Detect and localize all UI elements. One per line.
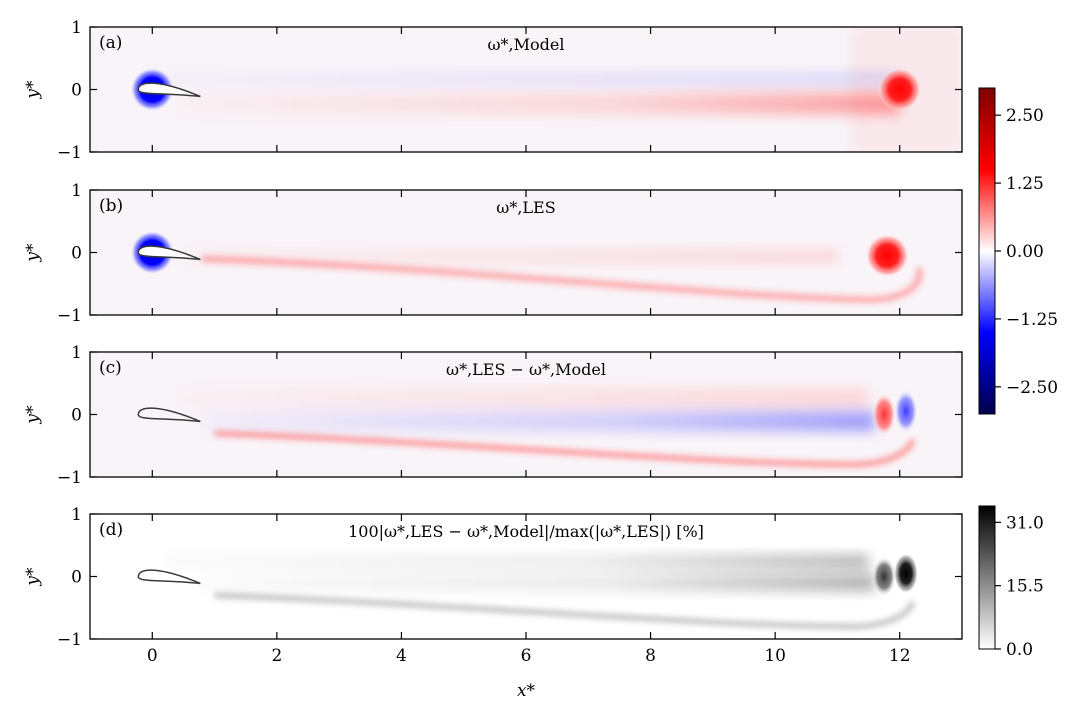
airfoil-outline [137, 245, 201, 261]
y-tick-label: 1 [71, 18, 82, 38]
y-tick-label: 0 [71, 406, 82, 426]
colorbar-tick-label: 15.5 [1006, 577, 1044, 597]
vorticity-field [130, 230, 924, 304]
x-axis-label: x* [517, 681, 536, 701]
shear-layer [201, 255, 924, 304]
vorticity-colorbar-gradient [978, 87, 996, 415]
y-tick-label: 0 [71, 568, 82, 588]
y-tick-label: 1 [71, 343, 82, 363]
vortex-core [877, 67, 922, 112]
colorbar-tick-label: 1.25 [1006, 174, 1044, 194]
vortex-core [893, 553, 918, 594]
wake-upper [152, 72, 900, 86]
panel-label: (b) [99, 196, 123, 216]
vortex-core [872, 392, 897, 437]
colorbar-tick-label: −1.25 [1006, 310, 1058, 330]
error-colorbar-gradient [978, 505, 996, 650]
colorbar-tick-label: 31.0 [1006, 513, 1044, 533]
x-tick-label: 10 [764, 646, 786, 666]
panel-title: ω*,LES [496, 198, 555, 217]
vortex-core [893, 389, 918, 434]
colorbar-tick-label: 2.50 [1006, 106, 1044, 126]
x-tick-label: 0 [147, 646, 158, 666]
y-tick-label: −1 [57, 630, 82, 650]
airfoil-outline [137, 569, 201, 585]
y-axis-label: y* [23, 405, 43, 425]
airfoil-outline [137, 407, 201, 423]
x-tick-label: 2 [271, 646, 282, 666]
vorticity-field [137, 553, 918, 630]
y-axis-label: y* [23, 80, 43, 100]
wake-center [202, 411, 875, 432]
y-tick-label: −1 [57, 306, 82, 326]
y-tick-label: −1 [57, 468, 82, 488]
shear-layer [214, 430, 916, 468]
wake-upper [164, 554, 869, 569]
vorticity-colorbar: 2.50 1.25 0.00 −1.25 −2.50 [978, 87, 1058, 415]
panel-b: 1 0 −1 y* (b) ω*,LES [23, 181, 963, 326]
panel-title: ω*,Model [488, 35, 565, 54]
panel-label: (a) [99, 33, 122, 53]
vortex-core [872, 556, 897, 597]
colorbar-tick-label: 0.0 [1006, 640, 1033, 660]
colorbar-tick-label: −2.50 [1006, 378, 1058, 398]
y-tick-label: 1 [71, 505, 82, 525]
wake-upper [183, 388, 869, 409]
vortex-core [865, 233, 910, 278]
x-tick-label: 6 [521, 646, 532, 666]
panel-a: 1 0 −1 y* (a) ω*,Model [23, 18, 963, 163]
error-colorbar: 31.0 15.5 0.0 [978, 505, 1044, 660]
y-tick-label: 0 [71, 81, 82, 101]
panel-label: (c) [99, 358, 122, 378]
panel-label: (d) [99, 520, 123, 540]
panel-title: ω*,LES − ω*,Model [446, 360, 606, 379]
x-tick-label: 12 [889, 646, 911, 666]
vorticity-field [137, 388, 918, 468]
colorbar-tick-label: 0.00 [1006, 242, 1044, 262]
wake-lower [183, 249, 838, 264]
y-tick-label: 1 [71, 181, 82, 201]
vorticity-field [130, 27, 962, 152]
wake-lower [183, 92, 900, 115]
field-background [90, 27, 962, 152]
panel-c: 1 0 −1 y* (c) ω*,LES − ω*,Model [23, 343, 963, 488]
airfoil-outline [137, 82, 201, 98]
y-axis-label: y* [23, 567, 43, 587]
wake-center [202, 573, 875, 592]
panel-title: 100|ω*,LES − ω*,Model|/max(|ω*,LES|) [%] [348, 522, 704, 541]
y-tick-label: −1 [57, 143, 82, 163]
y-axis-label: y* [23, 243, 43, 263]
shear-layer [214, 592, 916, 630]
x-tick-label: 4 [396, 646, 407, 666]
y-tick-label: 0 [71, 244, 82, 264]
x-tick-label: 8 [645, 646, 656, 666]
